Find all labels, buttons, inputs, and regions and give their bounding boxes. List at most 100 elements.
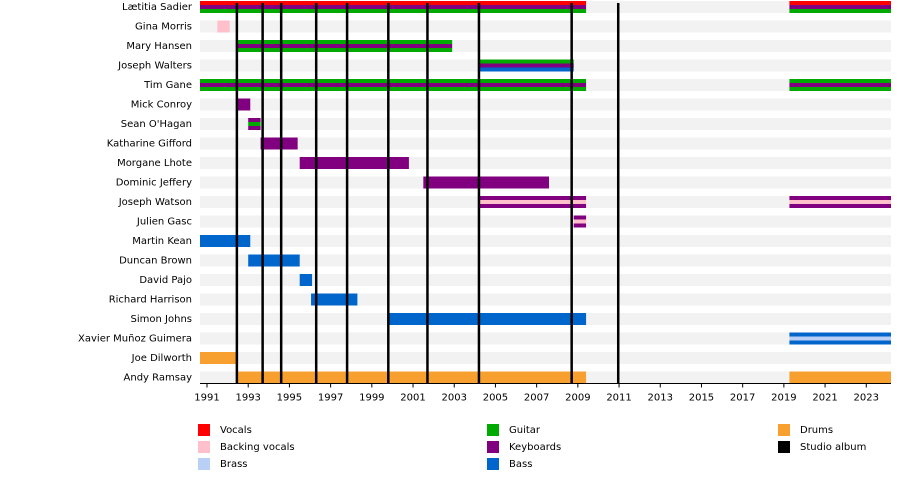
member-bar — [217, 20, 230, 33]
member-bar — [200, 235, 251, 247]
member-bar — [388, 313, 587, 325]
role-stripe — [478, 67, 574, 72]
row-band — [200, 274, 891, 286]
role-stripe — [200, 5, 587, 9]
member-bar — [237, 98, 251, 111]
member-name: Sean O'Hagan — [121, 119, 192, 130]
row-band — [200, 137, 891, 150]
member-bar — [789, 196, 891, 208]
x-tick-label: 2003 — [442, 393, 467, 404]
member-name: Duncan Brown — [119, 256, 192, 267]
role-stripe — [248, 118, 261, 122]
role-stripe — [478, 63, 574, 68]
member-name: Richard Harrison — [109, 295, 192, 306]
x-tick-label: 2009 — [565, 393, 590, 404]
role-stripe — [789, 371, 891, 384]
role-stripe — [789, 200, 891, 204]
member-name: Simon Johns — [131, 314, 192, 325]
legend-swatch — [487, 424, 499, 436]
row-band — [200, 332, 891, 345]
role-stripe — [789, 332, 891, 337]
member-name: Mary Hansen — [126, 41, 192, 52]
legend-label: Studio album — [800, 442, 866, 453]
legend-label: Keyboards — [509, 442, 561, 453]
x-tick-label: 2011 — [606, 393, 631, 404]
legend-swatch — [778, 424, 790, 436]
member-name: Mick Conroy — [131, 100, 192, 111]
x-tick-label: 2005 — [483, 393, 508, 404]
member-bar — [789, 371, 891, 384]
role-stripe — [789, 196, 891, 200]
member-bar — [789, 1, 891, 13]
legend-label: Guitar — [509, 425, 541, 436]
row-band — [200, 352, 891, 364]
x-tick-label: 1995 — [277, 393, 302, 404]
member-bar — [200, 1, 587, 13]
member-bar — [478, 196, 587, 208]
legend-label: Brass — [220, 459, 248, 470]
member-bar — [478, 59, 574, 72]
member-name: Dominic Jeffery — [116, 178, 192, 189]
role-stripe — [478, 204, 587, 208]
member-name: Lætitia Sadier — [122, 2, 193, 13]
member-bar — [200, 352, 237, 364]
row-band — [200, 235, 891, 247]
role-stripe — [200, 83, 587, 87]
role-stripe — [423, 176, 550, 189]
role-stripe — [573, 215, 587, 220]
role-stripe — [478, 200, 587, 204]
member-name: Joseph Walters — [117, 61, 192, 72]
role-stripe — [573, 219, 587, 224]
role-stripe — [789, 340, 891, 345]
role-stripe — [200, 235, 251, 247]
row-band — [200, 254, 891, 267]
role-stripe — [789, 5, 891, 9]
legend-swatch — [778, 441, 790, 453]
role-stripe — [237, 98, 251, 111]
member-bar — [248, 118, 261, 130]
member-name: Martin Kean — [132, 236, 192, 247]
member-bar — [789, 79, 891, 91]
member-bar — [423, 176, 550, 189]
role-stripe — [388, 313, 587, 325]
role-stripe — [200, 79, 587, 83]
member-name: Katharine Gifford — [107, 139, 192, 150]
role-stripe — [248, 126, 261, 130]
x-tick-label: 2017 — [730, 393, 755, 404]
role-stripe — [200, 1, 587, 5]
member-bar — [299, 274, 313, 286]
member-bar — [299, 157, 409, 169]
role-stripe — [237, 48, 453, 52]
role-stripe — [236, 371, 587, 384]
member-bar — [260, 137, 298, 150]
x-tick-label: 2007 — [524, 393, 549, 404]
row-band — [200, 98, 891, 111]
x-tick-label: 2023 — [854, 393, 879, 404]
x-tick-label: 2021 — [812, 393, 837, 404]
role-stripe — [789, 79, 891, 83]
x-tick-label: 1993 — [235, 393, 260, 404]
member-name: Gina Morris — [135, 22, 192, 33]
x-tick-label: 2019 — [771, 393, 796, 404]
role-stripe — [478, 59, 574, 64]
role-stripe — [237, 44, 453, 48]
role-stripe — [217, 20, 230, 33]
member-name: Morgane Lhote — [117, 158, 192, 169]
member-name: Joe Dilworth — [131, 353, 192, 364]
x-tick-label: 2001 — [400, 393, 425, 404]
member-bar — [200, 79, 587, 91]
legend-swatch — [198, 424, 210, 436]
x-tick-label: 1997 — [318, 393, 343, 404]
x-tick-label: 2015 — [689, 393, 714, 404]
legend-label: Bass — [509, 459, 532, 470]
role-stripe — [260, 137, 298, 150]
legend-label: Drums — [800, 425, 833, 436]
legend-swatch — [487, 458, 499, 470]
legend-swatch — [198, 441, 210, 453]
role-stripe — [248, 122, 261, 126]
legend-swatch — [487, 441, 499, 453]
member-name: David Pajo — [139, 275, 192, 286]
member-bar — [789, 332, 891, 345]
member-bar — [573, 215, 587, 228]
